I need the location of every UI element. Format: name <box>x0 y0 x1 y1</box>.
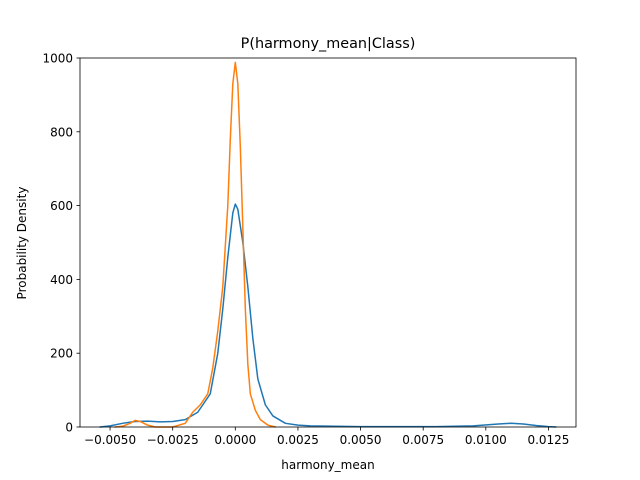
x-tick-label: 0.0125 <box>527 433 569 447</box>
chart-title: P(harmony_mean|Class) <box>241 36 416 52</box>
x-tick-label: 0.0100 <box>465 433 507 447</box>
y-tick-label: 1000 <box>42 52 73 66</box>
x-tick-label: 0.0025 <box>277 433 319 447</box>
x-tick-label: −0.0050 <box>84 433 136 447</box>
x-tick-label: 0.0075 <box>402 433 444 447</box>
plot-area: −0.0050 −0.0025 0.0000 0.0025 0.0050 0.0075 0.… <box>42 52 577 447</box>
y-tick-label: 0 <box>65 421 73 435</box>
y-axis-label: Probability Density <box>15 187 29 300</box>
axes-frame <box>79 57 577 428</box>
series-line-2 <box>114 61 277 428</box>
x-tick-label: −0.0025 <box>147 433 199 447</box>
x-axis-label: harmony_mean <box>281 458 374 472</box>
x-tick-label: 0.0000 <box>214 433 256 447</box>
y-tick-label: 800 <box>50 125 73 139</box>
series-line-1 <box>99 203 557 428</box>
x-tick-label: 0.0050 <box>340 433 382 447</box>
y-tick-label: 200 <box>50 347 73 361</box>
y-tick-label: 400 <box>50 273 73 287</box>
y-tick-label: 600 <box>50 199 73 213</box>
